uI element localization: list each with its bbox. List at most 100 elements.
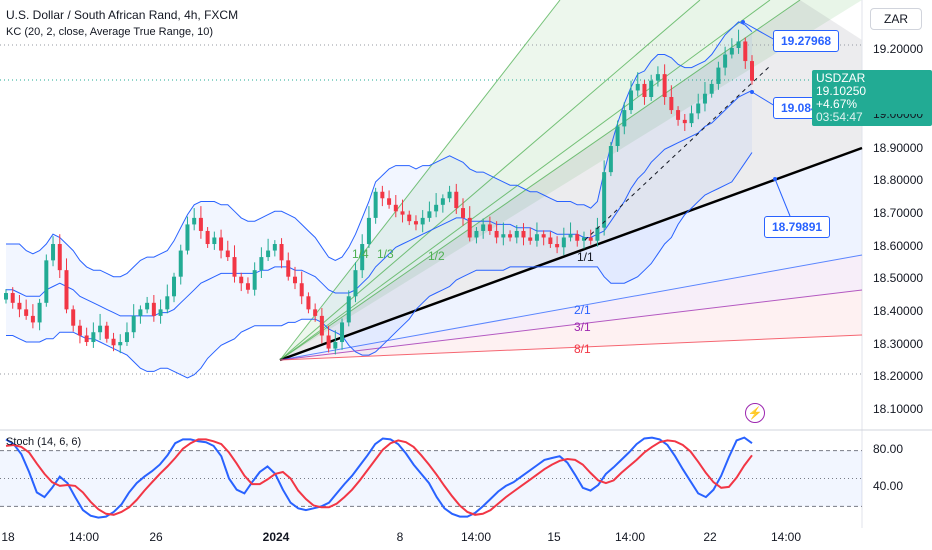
candle-body (185, 224, 190, 251)
candle-body (44, 260, 49, 303)
candle-body (84, 335, 89, 343)
candle-body (461, 208, 466, 218)
candle-body (245, 283, 250, 290)
candle-body (676, 110, 681, 120)
candle-body (602, 172, 607, 228)
candle-body (521, 230, 526, 238)
upper-callout[interactable]: 19.27968 (773, 30, 840, 52)
candle-body (669, 97, 674, 111)
candle-body (427, 211, 432, 218)
candle-body (615, 126, 620, 147)
candle-body (561, 237, 566, 248)
candle-body (360, 244, 365, 271)
candle-body (319, 315, 324, 336)
x-tick: 22 (703, 530, 717, 544)
candle-body (98, 325, 103, 333)
candle-body (575, 234, 580, 241)
x-tick: 14:00 (460, 530, 492, 544)
currency-button[interactable]: ZAR (870, 8, 922, 30)
candle-body (649, 80, 654, 98)
indicator-legend[interactable]: KC (20, 2, close, Average True Range, 10… (6, 26, 214, 38)
candle-body (682, 119, 687, 124)
candle-body (696, 103, 701, 114)
candle-body (165, 296, 170, 310)
candle-body (198, 217, 203, 231)
candle-body (434, 204, 439, 212)
candle-body (548, 237, 553, 245)
candle-body (138, 309, 143, 316)
fan-line (279, 0, 801, 361)
candle-body (608, 146, 613, 173)
trendline-callout[interactable]: 18.79891 (764, 216, 831, 238)
price-symbol: USDZAR (816, 71, 866, 85)
fan-fill-zone (280, 40, 862, 360)
fan-line (279, 146, 863, 362)
candle-body (64, 270, 69, 310)
candle-body (555, 244, 560, 248)
x-tick: 2024 (262, 530, 290, 544)
y-tick: 18.80000 (873, 173, 924, 187)
candle-body (346, 296, 351, 323)
stoch-legend[interactable]: Stoch (14, 6, 6) (6, 436, 82, 448)
candle-body (272, 244, 277, 251)
candle-body (709, 83, 714, 94)
keltner-band-fill (6, 21, 752, 378)
candle-body (481, 224, 486, 231)
lightning-alert-icon[interactable]: ⚡ (745, 403, 765, 423)
callout-leader (774, 178, 791, 217)
candle-body (333, 342, 338, 349)
candle-body (239, 276, 244, 284)
price-value: 19.10250 (816, 84, 867, 98)
candle-body (514, 230, 519, 238)
fan-fill-zone (280, 0, 862, 360)
price-change: +4.67% (816, 97, 858, 111)
candle-body (380, 191, 385, 199)
candle-body (447, 191, 452, 199)
candle-body (353, 270, 358, 297)
x-tick: 14:00 (614, 530, 646, 544)
candle-body (17, 302, 22, 310)
keltner-band-area (6, 21, 752, 378)
candle-body (266, 250, 271, 258)
candle-body (205, 230, 210, 245)
x-tick: 26 (149, 530, 163, 544)
keltner-middle-line (6, 90, 753, 317)
candle-body (145, 302, 150, 310)
last-price-box: USDZAR 19.10250 +4.67% 03:54:47 (812, 70, 932, 126)
candle-body (77, 325, 82, 336)
candle-body (24, 309, 29, 316)
candle-body (581, 237, 586, 241)
candle-body (454, 191, 459, 209)
candle-body (279, 244, 284, 261)
candle-body (192, 217, 197, 225)
fan-label-8-1: 8/1 (574, 342, 591, 356)
candle-body (568, 234, 573, 238)
candle-body (124, 332, 129, 343)
candle-body (595, 227, 600, 241)
fan-line-1-1-upper (279, 0, 771, 361)
callout-leader (751, 91, 776, 107)
y-tick: 19.20000 (873, 42, 924, 56)
candle-body (373, 191, 378, 218)
candle-body (420, 217, 425, 225)
candle-body (501, 234, 506, 238)
candle-body (413, 221, 418, 225)
stoch-d-line (5, 438, 753, 516)
keltner-upper-line (6, 21, 753, 278)
fan-label-2-1: 2/1 (574, 303, 591, 317)
candle-body (393, 204, 398, 212)
fan-line (279, 289, 863, 361)
candle-body (588, 237, 593, 241)
candle-body (232, 257, 237, 277)
drawing-overlays (584, 20, 791, 241)
y-tick: 18.30000 (873, 337, 924, 351)
candle-body (158, 309, 163, 316)
candle-body (37, 302, 42, 323)
candle-body (4, 293, 8, 300)
candle-body (71, 309, 76, 326)
candle-body (252, 270, 257, 290)
candle-body (528, 237, 533, 241)
candle-body (655, 74, 660, 81)
stoch-y-tick: 80.00 (873, 442, 904, 456)
